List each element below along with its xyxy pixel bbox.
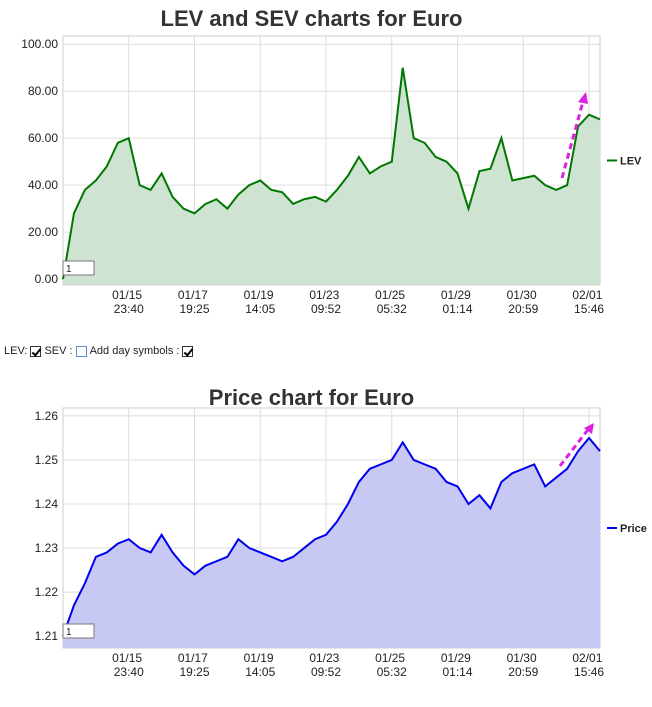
x-tick-label: 01/15 23:40 — [112, 288, 145, 316]
controls: LEV: SEV : Add day symbols : — [4, 345, 194, 357]
y-tick-label: 1.21 — [35, 629, 59, 643]
input-box — [62, 260, 95, 276]
y-tick-label: 1.22 — [35, 585, 59, 599]
x-tick-label: 01/25 05:32 — [375, 288, 408, 316]
y-tick-label: 80.00 — [28, 84, 58, 98]
x-tick-label: 01/30 20:59 — [507, 288, 540, 316]
y-tick-label: 20.00 — [28, 225, 58, 239]
arrow — [558, 426, 592, 467]
x-tick-label: 01/19 14:05 — [244, 288, 277, 316]
x-tick-label: 02/01 15:46 — [572, 651, 605, 679]
chart-title: Price chart for Euro — [209, 385, 414, 410]
area — [63, 437, 600, 648]
y-tick-label: 100.00 — [21, 37, 58, 51]
x-tick-label: 01/17 19:25 — [178, 288, 211, 316]
checkbox[interactable] — [30, 345, 42, 357]
input-value: 1 — [66, 627, 72, 638]
y-tick-label: 60.00 — [28, 131, 58, 145]
x-tick-label: 01/23 09:52 — [309, 651, 342, 679]
x-tick-label: 01/19 14:05 — [244, 651, 277, 679]
line — [62, 67, 601, 280]
line — [62, 436, 601, 637]
y-tick-label: 1.23 — [35, 541, 59, 555]
legend-label: Price — [620, 523, 647, 535]
x-tick-label: 01/15 23:40 — [112, 651, 145, 679]
area — [63, 67, 600, 285]
y-tick-label: 40.00 — [28, 178, 58, 192]
checkbox[interactable] — [182, 345, 194, 357]
y-tick-label: 1.24 — [35, 497, 59, 511]
x-tick-label: 01/25 05:32 — [375, 651, 408, 679]
input-box — [62, 623, 95, 639]
arrow — [560, 97, 586, 179]
checkbox[interactable] — [75, 345, 87, 357]
y-tick-label: 1.26 — [35, 409, 59, 423]
legend-label: LEV — [620, 156, 642, 168]
arrow-head — [578, 92, 588, 104]
x-tick-label: 02/01 15:46 — [572, 288, 605, 316]
x-tick-label: 01/29 01:14 — [441, 288, 474, 316]
y-tick-label: 1.25 — [35, 453, 59, 467]
x-tick-label: 01/29 01:14 — [441, 651, 474, 679]
input-value: 1 — [66, 264, 72, 275]
x-tick-label: 01/23 09:52 — [309, 288, 342, 316]
label: Add day symbols : — [89, 345, 180, 357]
arrow-head — [584, 423, 594, 434]
label: LEV: — [4, 345, 28, 357]
chart-title: LEV and SEV charts for Euro — [161, 6, 463, 31]
label: SEV : — [44, 345, 73, 357]
x-tick-label: 01/17 19:25 — [178, 651, 211, 679]
y-tick-label: 0.00 — [35, 272, 59, 286]
x-tick-label: 01/30 20:59 — [507, 651, 540, 679]
